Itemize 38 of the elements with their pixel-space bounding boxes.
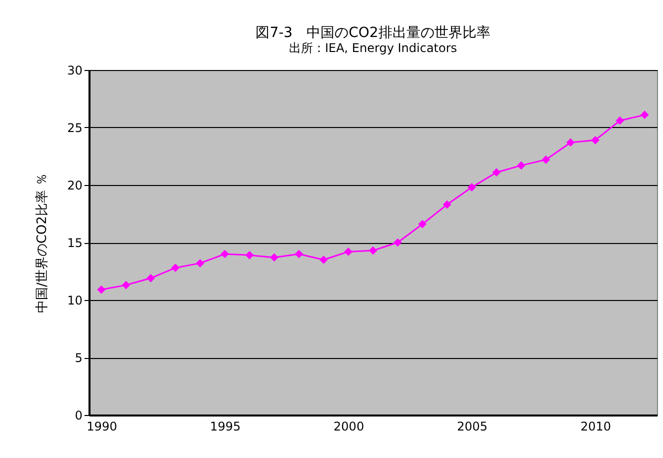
point: [394, 238, 402, 247]
point: [542, 156, 550, 164]
point: [516, 161, 526, 170]
y-tick-label: 30: [67, 64, 82, 78]
x-tick-label: 1995: [210, 420, 241, 434]
point: [220, 250, 230, 258]
point: [245, 250, 254, 260]
x-tick-label: 1990: [86, 420, 118, 434]
chart-title: 図7-3 中国のCO2排出量の世界比率: [256, 25, 490, 41]
point: [196, 259, 204, 268]
point: [344, 248, 352, 256]
point: [566, 138, 575, 147]
y-tick-label: 0: [74, 408, 82, 422]
y-tick-label: 20: [67, 178, 82, 192]
chart-subtitle: 出所：IEA, Energy Indicators: [288, 41, 458, 55]
point: [270, 253, 278, 262]
point: [640, 110, 649, 120]
y-tick-label: 25: [67, 121, 82, 135]
point: [294, 250, 304, 258]
point: [616, 116, 624, 125]
y-axis-title: 中国/世界のCO2比率 ％: [34, 172, 50, 314]
x-tick-label: 2005: [457, 420, 488, 434]
point: [319, 256, 328, 264]
y-tick-label: 10: [67, 294, 82, 308]
point: [97, 285, 106, 294]
point: [418, 220, 427, 228]
point: [468, 183, 476, 192]
point: [146, 274, 155, 282]
x-tick-label: 2010: [580, 420, 612, 434]
point: [368, 246, 378, 255]
point: [122, 280, 130, 290]
y-tick-label: 15: [67, 236, 82, 250]
point: [171, 264, 180, 272]
point: [591, 136, 600, 144]
x-tick-label: 2000: [334, 420, 364, 434]
point: [492, 168, 501, 177]
point: [442, 200, 452, 209]
y-tick-label: 5: [74, 351, 82, 365]
